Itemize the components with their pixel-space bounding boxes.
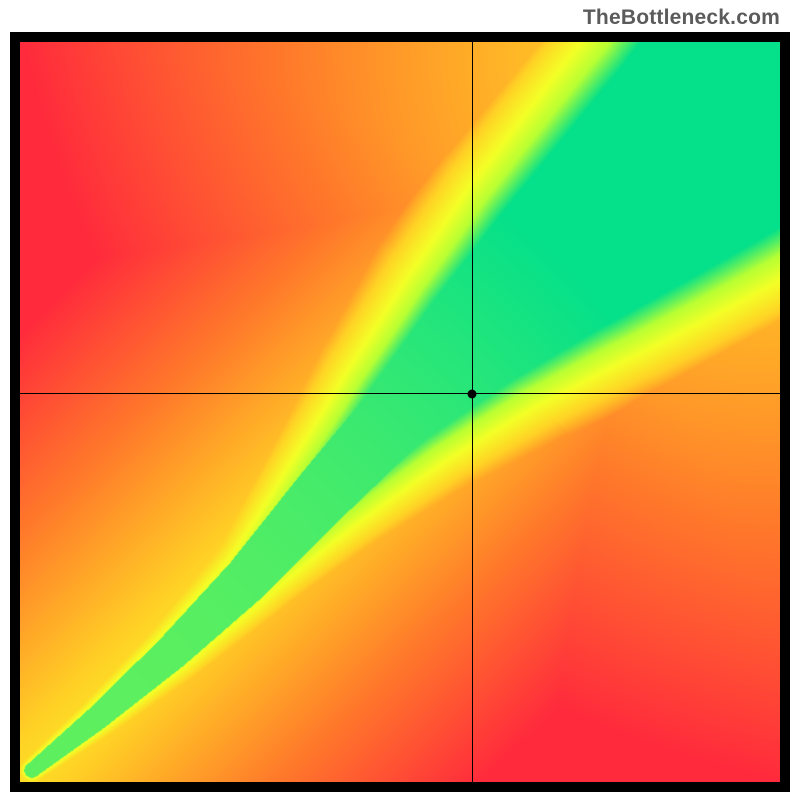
plot-frame [10, 32, 790, 792]
plot-inner [20, 42, 780, 782]
heatmap-canvas [20, 42, 780, 782]
bottleneck-chart-container: TheBottleneck.com [0, 0, 800, 800]
attribution-text: TheBottleneck.com [583, 6, 780, 30]
